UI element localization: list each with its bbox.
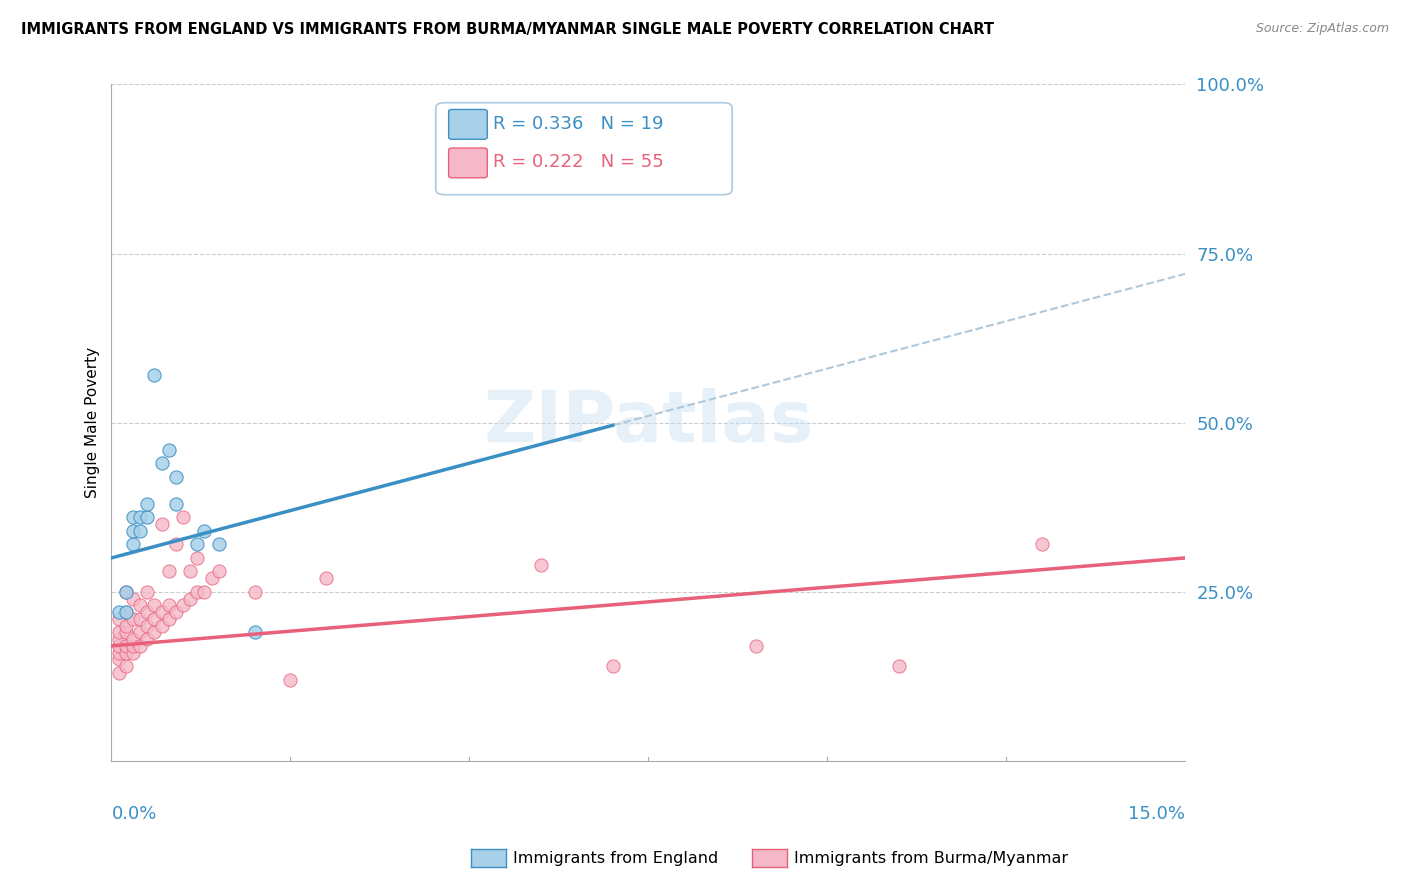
Point <box>208 565 231 579</box>
Point <box>136 584 159 599</box>
Point <box>122 510 145 524</box>
Point <box>136 510 159 524</box>
Point <box>280 673 302 687</box>
Point <box>114 618 136 632</box>
Text: R = 0.336   N = 19: R = 0.336 N = 19 <box>492 115 664 133</box>
Text: Source: ZipAtlas.com: Source: ZipAtlas.com <box>1256 22 1389 36</box>
Point <box>315 571 337 585</box>
Point <box>114 639 136 653</box>
Point <box>530 558 553 572</box>
Point <box>122 639 145 653</box>
Point <box>107 652 129 666</box>
Point <box>122 632 145 646</box>
Text: 0.0%: 0.0% <box>111 805 157 822</box>
Point <box>186 537 208 551</box>
Point <box>150 456 173 470</box>
Point <box>157 565 180 579</box>
FancyBboxPatch shape <box>449 148 488 178</box>
Point <box>243 625 266 640</box>
Point <box>122 612 145 626</box>
Text: 15.0%: 15.0% <box>1129 805 1185 822</box>
Point <box>114 605 136 619</box>
Point <box>179 591 201 606</box>
FancyBboxPatch shape <box>436 103 733 194</box>
Point <box>114 584 136 599</box>
Point <box>745 639 768 653</box>
Point <box>122 591 145 606</box>
Point <box>165 605 187 619</box>
Point <box>129 612 152 626</box>
Point <box>143 368 166 383</box>
Point <box>122 646 145 660</box>
Point <box>114 584 136 599</box>
Point <box>143 599 166 613</box>
Point <box>107 605 129 619</box>
Point <box>136 618 159 632</box>
Point <box>136 605 159 619</box>
Point <box>129 510 152 524</box>
FancyBboxPatch shape <box>449 110 488 139</box>
Point <box>157 599 180 613</box>
Point <box>122 524 145 538</box>
Point <box>122 537 145 551</box>
Point <box>186 550 208 565</box>
Text: Immigrants from Burma/Myanmar: Immigrants from Burma/Myanmar <box>794 851 1069 865</box>
Point <box>107 632 129 646</box>
Text: ZIPatlas: ZIPatlas <box>484 388 814 457</box>
Point <box>165 469 187 483</box>
Point <box>129 524 152 538</box>
Point <box>208 537 231 551</box>
Point <box>129 599 152 613</box>
Point <box>172 599 194 613</box>
Point <box>107 665 129 680</box>
Point <box>1031 537 1053 551</box>
Point <box>129 639 152 653</box>
Point <box>129 625 152 640</box>
Point <box>157 442 180 457</box>
Point <box>602 659 624 673</box>
Point <box>201 571 224 585</box>
Point <box>186 584 208 599</box>
Point <box>179 565 201 579</box>
Point <box>150 618 173 632</box>
Point <box>165 497 187 511</box>
Point <box>172 510 194 524</box>
Point <box>150 517 173 532</box>
Point <box>193 584 215 599</box>
Point <box>143 612 166 626</box>
Point <box>107 639 129 653</box>
Point <box>193 524 215 538</box>
Text: IMMIGRANTS FROM ENGLAND VS IMMIGRANTS FROM BURMA/MYANMAR SINGLE MALE POVERTY COR: IMMIGRANTS FROM ENGLAND VS IMMIGRANTS FR… <box>21 22 994 37</box>
Point <box>107 612 129 626</box>
Point <box>887 659 910 673</box>
Point <box>165 537 187 551</box>
Point <box>107 625 129 640</box>
Y-axis label: Single Male Poverty: Single Male Poverty <box>86 347 100 499</box>
Point <box>114 659 136 673</box>
Text: Immigrants from England: Immigrants from England <box>513 851 718 865</box>
Point <box>136 632 159 646</box>
Text: R = 0.222   N = 55: R = 0.222 N = 55 <box>492 153 664 171</box>
Point <box>136 497 159 511</box>
Point <box>150 605 173 619</box>
Point <box>114 646 136 660</box>
Point <box>143 625 166 640</box>
Point <box>114 605 136 619</box>
Point <box>157 612 180 626</box>
Point <box>107 646 129 660</box>
Point <box>243 584 266 599</box>
Point <box>114 625 136 640</box>
